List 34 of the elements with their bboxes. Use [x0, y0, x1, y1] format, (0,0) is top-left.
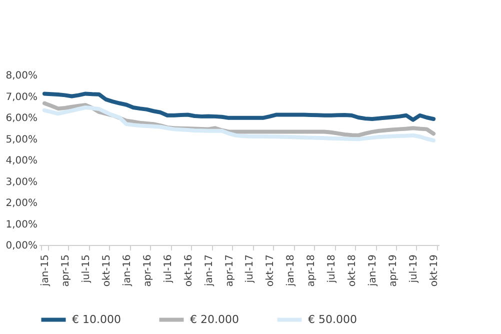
- x-tick-label: jan-19: [368, 254, 379, 288]
- x-tick-label: jan-17: [204, 254, 215, 288]
- x-tick-label: jul-17: [244, 254, 256, 284]
- y-tick-label: 4,00%: [6, 156, 38, 166]
- line-series: [42, 106, 436, 142]
- y-tick-label: 6,00%: [6, 113, 38, 124]
- x-tick-label: apr-17: [224, 254, 236, 287]
- x-tick-label: jan-18: [286, 254, 297, 288]
- legend-label: € 10.000: [72, 312, 121, 326]
- y-tick-label: 8,00%: [6, 70, 38, 82]
- x-tick-label: okt-15: [101, 254, 112, 287]
- y-tick-label: 5,00%: [6, 134, 38, 146]
- y-tick-label: 1,00%: [6, 219, 38, 230]
- y-tick-label: 0,00%: [6, 240, 38, 252]
- y-tick-label: 2,00%: [6, 198, 38, 209]
- x-tick-label: apr-15: [60, 254, 72, 287]
- legend-label: € 50.000: [308, 312, 357, 326]
- x-tick-label: apr-18: [306, 254, 318, 287]
- x-tick-label: jul-15: [80, 254, 92, 284]
- x-tick-label: jan-15: [40, 254, 51, 288]
- x-tick-label: okt-17: [265, 254, 276, 287]
- y-tick-label: 3,00%: [6, 176, 38, 188]
- legend-label: € 20.000: [190, 312, 239, 326]
- x-tick-label: apr-16: [142, 254, 154, 287]
- y-tick-label: 7,00%: [6, 92, 38, 103]
- x-tick-label: jan-16: [122, 254, 133, 288]
- x-tick-label: okt-18: [347, 254, 358, 287]
- x-tick-label: jul-19: [408, 254, 420, 284]
- x-tick-label: okt-19: [429, 254, 440, 287]
- x-tick-label: apr-19: [388, 254, 400, 287]
- x-tick-label: okt-16: [183, 254, 194, 287]
- line-series: [42, 92, 436, 122]
- x-tick-label: jul-16: [162, 254, 174, 284]
- x-tick-label: jul-18: [326, 254, 338, 284]
